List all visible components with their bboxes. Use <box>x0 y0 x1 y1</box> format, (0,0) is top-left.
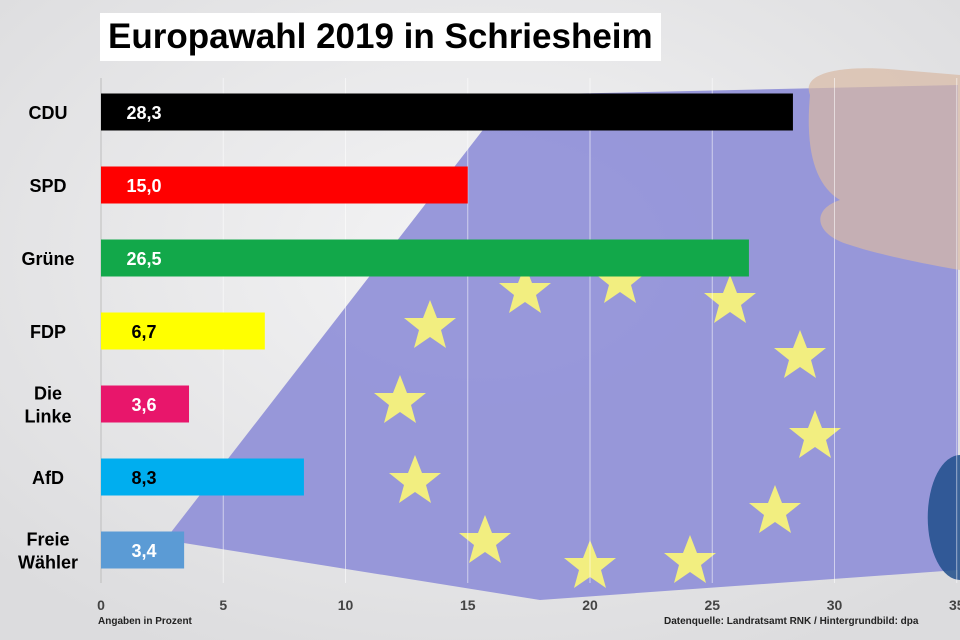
data-label: 15,0 <box>126 176 161 196</box>
x-tick-label: 15 <box>460 597 476 613</box>
data-label: 3,6 <box>131 395 156 415</box>
chart-title: Europawahl 2019 in Schriesheim <box>100 13 661 61</box>
x-tick-label: 10 <box>338 597 354 613</box>
data-label: 3,4 <box>131 541 156 561</box>
bar <box>101 239 749 277</box>
category-label: Freie Wähler <box>18 530 78 573</box>
x-tick-label: 25 <box>704 597 720 613</box>
bar <box>101 166 468 204</box>
category-label: FDP <box>30 322 66 342</box>
bar <box>101 312 265 350</box>
source-note: Datenquelle: Landratsamt RNK / Hintergru… <box>664 616 919 627</box>
bar <box>101 385 190 423</box>
x-tick-label: 20 <box>582 597 598 613</box>
data-label: 6,7 <box>131 322 156 342</box>
bar <box>101 531 185 569</box>
data-label: 26,5 <box>126 249 161 269</box>
category-label: Die Linke <box>24 384 71 427</box>
hand-shape <box>808 68 960 270</box>
category-label: Grüne <box>21 249 74 269</box>
x-tick-label: 35 <box>949 597 960 613</box>
data-label: 28,3 <box>126 103 161 123</box>
seal-shape <box>927 455 960 580</box>
category-label: SPD <box>29 176 66 196</box>
bar <box>101 458 304 496</box>
eu-flag-ballot <box>165 85 958 600</box>
unit-note: Angaben in Prozent <box>98 616 192 627</box>
data-label: 8,3 <box>131 468 156 488</box>
category-label: CDU <box>29 103 68 123</box>
category-label: AfD <box>32 468 64 488</box>
x-tick-label: 5 <box>219 597 227 613</box>
bar <box>101 93 793 131</box>
x-tick-label: 30 <box>827 597 843 613</box>
x-tick-label: 0 <box>97 597 105 613</box>
